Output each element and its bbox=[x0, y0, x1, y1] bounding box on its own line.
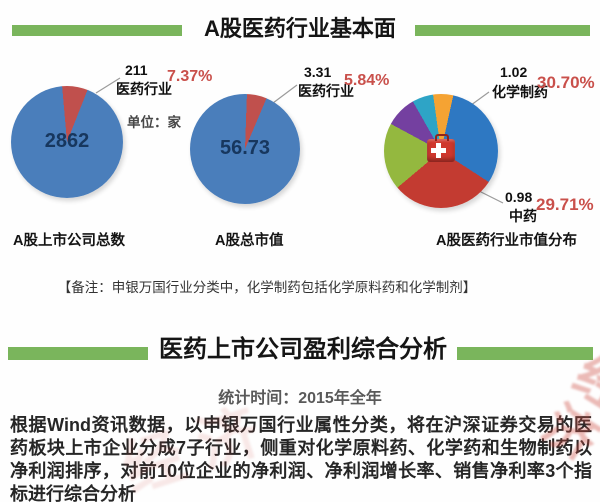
pie1-caption: A股上市公司总数 bbox=[13, 233, 125, 249]
title2-accent-bar-left bbox=[8, 347, 148, 360]
title-accent-bar-right bbox=[415, 25, 590, 36]
title-accent-bar-left bbox=[12, 25, 182, 36]
pie1-percentage: 7.37% bbox=[167, 68, 213, 85]
footnote: 【备注：申银万国行业分类中，化学制药包括化学原料药和化学制剂】 bbox=[57, 280, 477, 295]
pie3-bottom-callout-label: 中药 bbox=[509, 208, 537, 224]
first-aid-kit-handle bbox=[435, 134, 449, 141]
pie1-callout-label: 医药行业 bbox=[116, 81, 172, 97]
section1-title: A股医药行业基本面 bbox=[204, 16, 396, 41]
pie2-center-value: 56.73 bbox=[219, 137, 271, 159]
pie1-center-value: 2862 bbox=[44, 130, 90, 152]
pie3-caption: A股医药行业市值分布 bbox=[436, 233, 577, 249]
first-aid-kit-icon bbox=[427, 134, 455, 162]
title2-accent-bar-right bbox=[457, 347, 593, 360]
pie2-caption: A股总市值 bbox=[215, 233, 284, 249]
pie2-percentage: 5.84% bbox=[344, 72, 390, 89]
pie1-callout-value: 211 bbox=[125, 62, 148, 78]
pie1-unit-note: 单位：家 bbox=[127, 115, 181, 130]
pie3-top-callout-label: 化学制药 bbox=[492, 84, 548, 100]
analysis-paragraph: 根据Wind资讯数据，以申银万国行业属性分类，将在沪深证券交易的医药板块上市企业… bbox=[10, 415, 592, 502]
pie3-top-callout-value: 1.02 bbox=[500, 64, 528, 80]
pie2-callout-label: 医药行业 bbox=[298, 83, 354, 99]
pie3-bottom-percentage: 29.71% bbox=[536, 195, 594, 214]
pie-chart-listed-companies: 2862 bbox=[11, 86, 123, 198]
pie3-bottom-callout-value: 0.98 bbox=[505, 189, 533, 205]
pie2-callout-value: 3.31 bbox=[304, 64, 332, 80]
statistics-period: 统计时间：2015年全年 bbox=[218, 390, 382, 407]
pie-chart-total-market-value: 56.73 bbox=[190, 94, 300, 204]
section2-title: 医药上市公司盈利综合分析 bbox=[159, 336, 447, 363]
pie3-top-percentage: 30.70% bbox=[537, 73, 595, 92]
